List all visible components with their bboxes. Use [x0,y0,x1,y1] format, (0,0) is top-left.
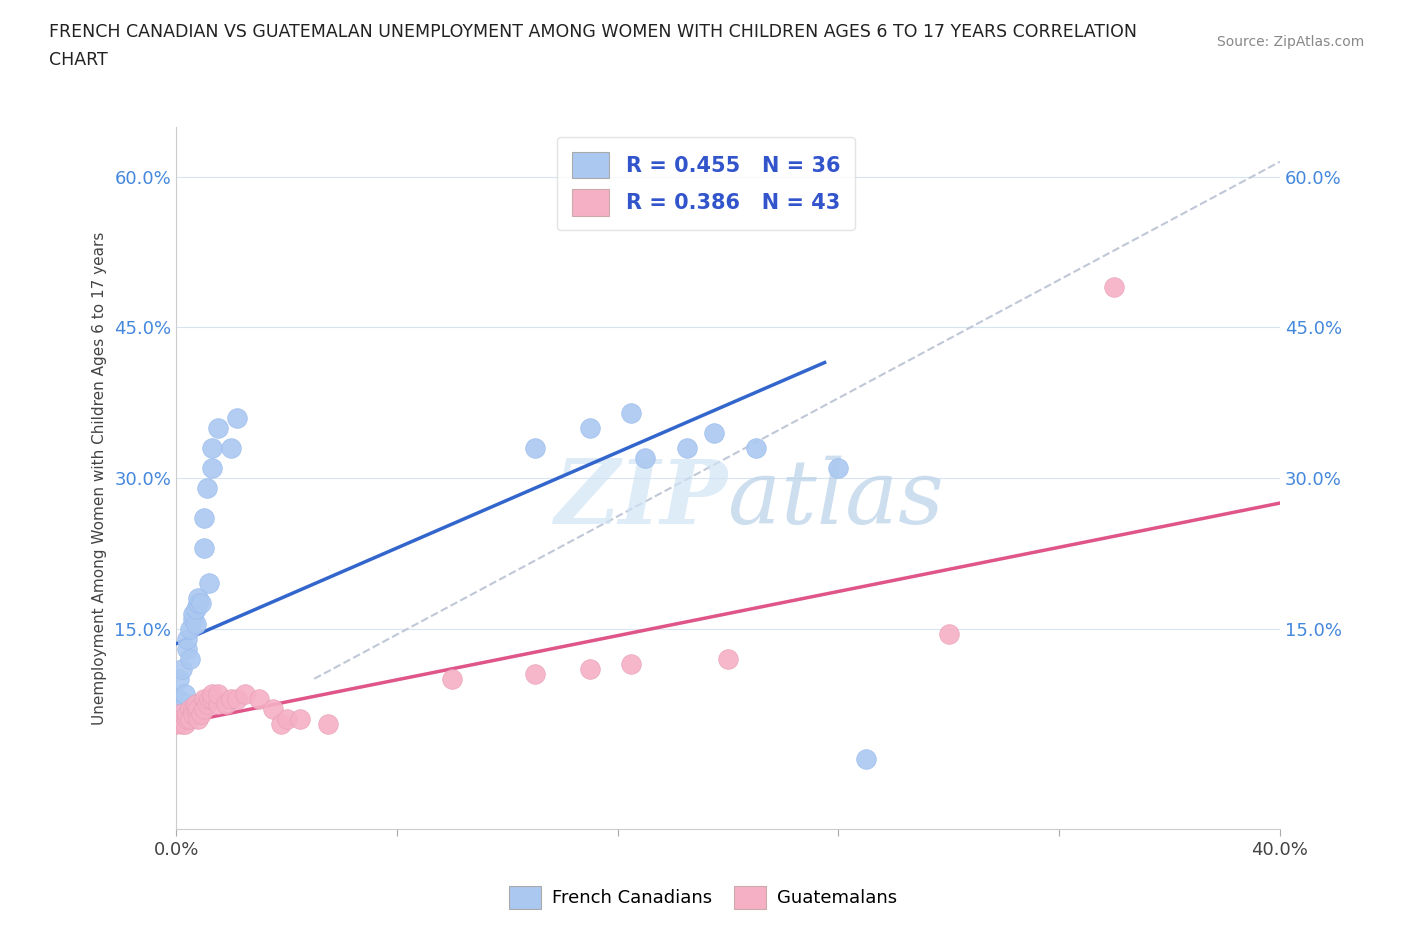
Y-axis label: Unemployment Among Women with Children Ages 6 to 17 years: Unemployment Among Women with Children A… [93,232,107,724]
Point [523,441,546,456]
Point [207,686,229,701]
Point [176,707,198,722]
Point [201,460,224,475]
Point [193,541,215,556]
Legend: French Canadians, Guatemalans: French Canadians, Guatemalans [502,879,904,916]
Point [201,441,224,456]
Point [938,626,960,641]
Point [176,631,198,646]
Point [221,691,243,706]
Point [176,711,198,726]
Point [198,691,221,706]
Text: FRENCH CANADIAN VS GUATEMALAN UNEMPLOYMENT AMONG WOMEN WITH CHILDREN AGES 6 TO 1: FRENCH CANADIAN VS GUATEMALAN UNEMPLOYME… [49,23,1137,41]
Point [193,701,215,716]
Point [195,481,218,496]
Point [703,425,725,440]
Point [195,697,218,711]
Point [173,697,195,711]
Point [247,691,270,706]
Point [190,707,212,722]
Point [620,657,643,671]
Point [184,701,207,716]
Point [181,707,204,722]
Point [201,691,224,706]
Point [179,621,201,636]
Point [207,420,229,435]
Point [167,711,190,726]
Point [215,697,238,711]
Point [173,716,195,731]
Point [184,697,207,711]
Point [167,707,190,722]
Point [167,691,190,706]
Point [1104,280,1126,295]
Point [179,711,201,726]
Point [207,697,229,711]
Point [262,701,284,716]
Point [316,716,339,731]
Point [179,651,201,666]
Point [675,441,697,456]
Point [170,661,193,676]
Text: CHART: CHART [49,51,108,69]
Point [226,410,249,425]
Point [226,691,249,706]
Point [233,686,256,701]
Legend: R = 0.455   N = 36, R = 0.386   N = 43: R = 0.455 N = 36, R = 0.386 N = 43 [557,137,855,230]
Point [193,691,215,706]
Point [187,701,209,716]
Point [717,651,740,666]
Point [181,701,204,716]
Point [176,642,198,657]
Point [165,716,187,731]
Point [167,671,190,686]
Text: atlas: atlas [728,456,943,542]
Text: Source: ZipAtlas.com: Source: ZipAtlas.com [1216,35,1364,49]
Point [827,460,849,475]
Point [170,711,193,726]
Point [184,617,207,631]
Point [179,701,201,716]
Point [579,420,602,435]
Point [190,596,212,611]
Point [634,450,657,465]
Point [181,606,204,621]
Point [187,711,209,726]
Point [744,441,766,456]
Point [173,711,195,726]
Point [221,441,243,456]
Point [170,707,193,722]
Point [276,711,298,726]
Point [184,601,207,616]
Point [579,661,602,676]
Point [165,701,187,716]
Point [181,611,204,626]
Point [187,591,209,606]
Point [170,716,193,731]
Point [198,576,221,591]
Point [441,671,464,686]
Point [290,711,312,726]
Point [270,716,292,731]
Point [193,511,215,525]
Point [173,686,195,701]
Point [855,751,877,766]
Point [523,666,546,681]
Text: ZIP: ZIP [554,456,728,542]
Point [201,686,224,701]
Point [620,405,643,420]
Point [187,596,209,611]
